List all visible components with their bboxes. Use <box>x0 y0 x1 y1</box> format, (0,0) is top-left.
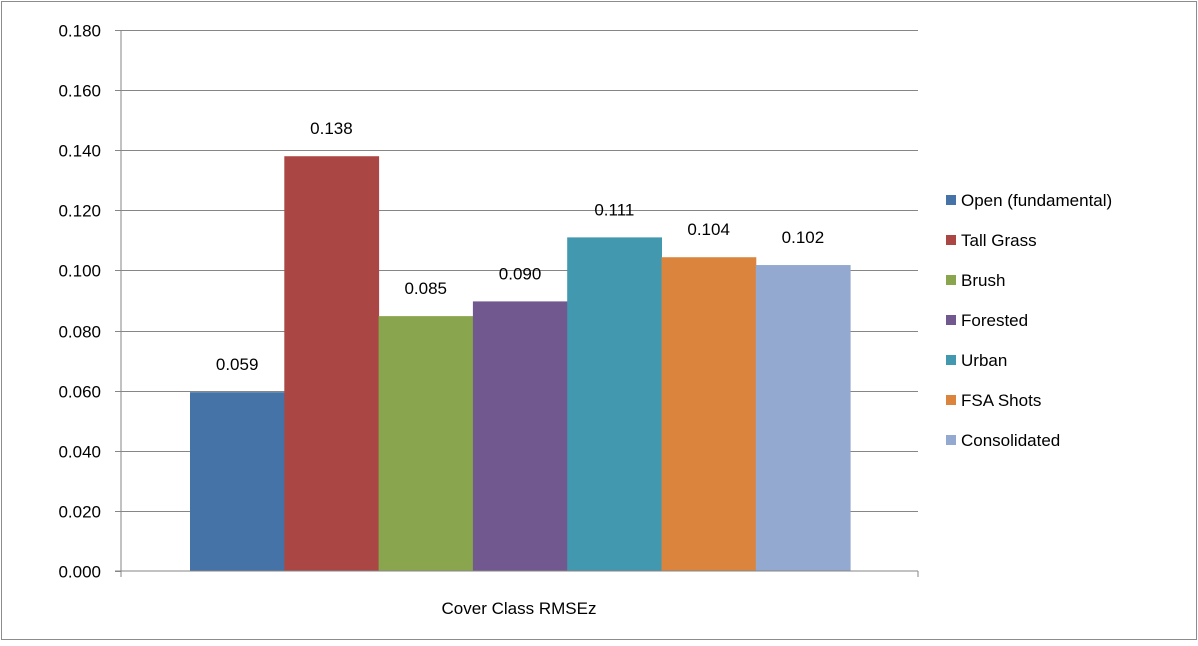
legend-entry: Brush <box>961 271 1005 290</box>
y-tick-label: 0.120 <box>58 202 101 221</box>
y-tick-label: 0.140 <box>58 142 101 161</box>
x-axis-label: Cover Class RMSEz <box>442 599 597 618</box>
legend-entry: Urban <box>961 351 1007 370</box>
axes <box>115 30 919 577</box>
data-label: 0.111 <box>594 200 634 219</box>
bar <box>472 301 568 571</box>
legend-entry: Open (fundamental) <box>961 191 1112 210</box>
data-label: 0.085 <box>404 279 447 298</box>
data-label: 0.138 <box>310 119 353 138</box>
bar <box>661 257 757 571</box>
legend-entry: FSA Shots <box>961 391 1041 410</box>
legend-swatch <box>946 315 956 325</box>
legend-entry: Tall Grass <box>961 231 1037 250</box>
legend: Open (fundamental) Tall Grass Brush Foreste… <box>946 191 1112 450</box>
y-tick-label: 0.020 <box>58 503 101 522</box>
legend-swatch <box>946 355 956 365</box>
data-labels: 0.059 0.138 0.085 0.090 0.111 0.104 0.102 <box>216 119 824 374</box>
bar <box>378 316 474 571</box>
legend-entry: Forested <box>961 311 1028 330</box>
y-tick-label: 0.160 <box>58 82 101 101</box>
legend-swatch <box>946 235 956 245</box>
legend-swatch <box>946 395 956 405</box>
y-tick-label: 0.080 <box>58 323 101 342</box>
y-tick-label: 0.060 <box>58 383 101 402</box>
y-tick-label: 0.000 <box>58 563 101 582</box>
bar <box>190 392 285 571</box>
data-label: 0.059 <box>216 355 259 374</box>
y-tick-label: 0.100 <box>58 262 101 281</box>
legend-swatch <box>946 275 956 285</box>
y-tick-label: 0.040 <box>58 443 101 462</box>
legend-entry: Consolidated <box>961 431 1060 450</box>
bar <box>755 265 851 571</box>
legend-swatch <box>946 195 956 205</box>
bar <box>567 237 662 571</box>
data-label: 0.102 <box>782 228 825 247</box>
data-label: 0.090 <box>499 264 542 283</box>
bars <box>190 156 851 571</box>
legend-swatch <box>946 435 956 445</box>
y-tick-label: 0.180 <box>58 22 101 41</box>
data-label: 0.104 <box>687 220 730 239</box>
bar <box>284 156 380 571</box>
y-tick-labels: 0.000 0.020 0.040 0.060 0.080 0.100 0.120 0.140… <box>58 22 101 582</box>
